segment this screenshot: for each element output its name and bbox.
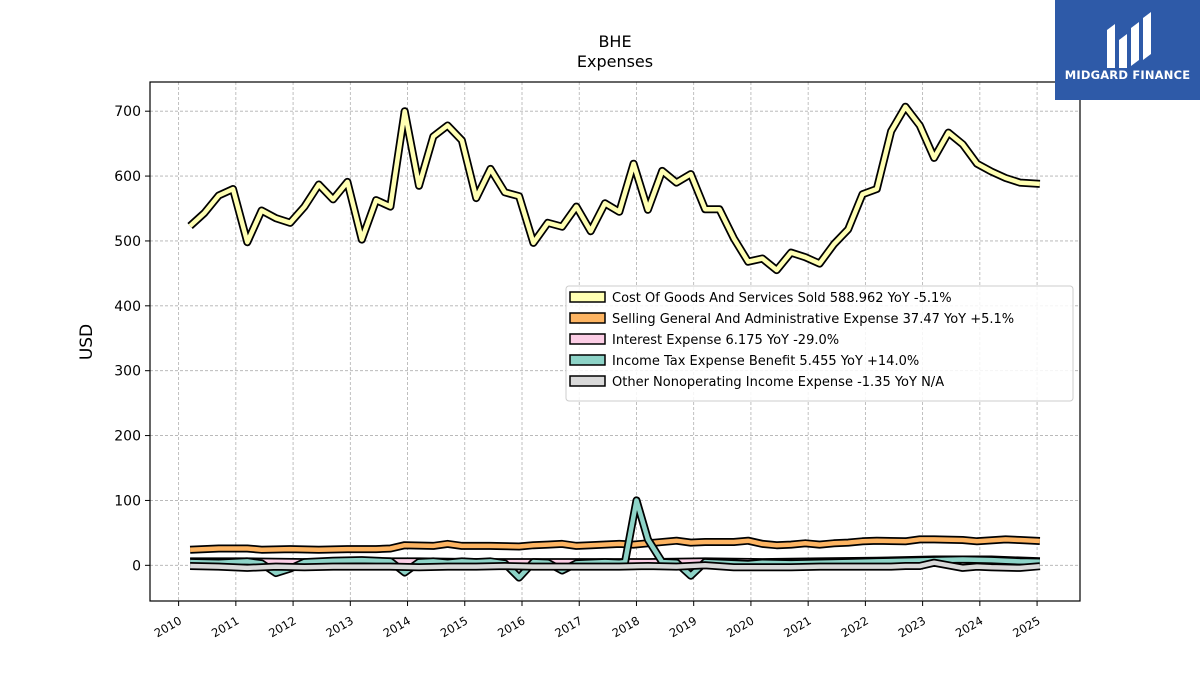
x-tick-label: 2012 [266,613,298,640]
x-tick-label: 2010 [152,613,184,640]
x-tick-label: 2014 [381,613,413,640]
series-4 [190,558,1041,572]
logo-mark-icon [1107,12,1151,68]
legend: Cost Of Goods And Services Sold 588.962 … [565,285,1074,402]
legend-swatch [569,354,606,366]
y-tick-label: 200 [114,429,141,445]
y-tick-label: 500 [114,234,141,250]
legend-item: Interest Expense 6.175 YoY -29.0% [569,333,839,348]
x-tick-label: 2025 [1010,613,1042,640]
y-tick-label: 700 [114,104,141,120]
x-tick-label: 2021 [781,613,813,640]
legend-item: Income Tax Expense Benefit 5.455 YoY +14… [569,354,919,369]
legend-swatch [569,291,606,303]
legend-item: Cost Of Goods And Services Sold 588.962 … [569,291,952,306]
series-lines [187,102,1041,582]
legend-swatch [569,375,606,387]
legend-item: Other Nonoperating Income Expense -1.35 … [569,375,944,390]
series-0 [187,102,1041,275]
y-axis-label: USD [77,324,97,360]
chart-title: BHE [598,32,631,51]
series-1 [189,535,1041,554]
x-tick-label: 2011 [209,613,241,640]
legend-label: Selling General And Administrative Expen… [612,312,1014,327]
x-tick-label: 2018 [610,613,642,640]
y-tick-label: 300 [114,364,141,380]
legend-item: Selling General And Administrative Expen… [569,312,1014,327]
x-tick-label: 2015 [438,613,470,640]
brand-logo: MIDGARD FINANCE [1055,0,1200,100]
x-tick-label: 2019 [667,613,699,640]
series-line [190,560,1041,571]
x-tick-label: 2023 [896,613,928,640]
legend-box [565,285,1074,402]
x-tick-label: 2013 [323,613,355,640]
legend-label: Cost Of Goods And Services Sold 588.962 … [612,291,952,306]
legend-swatch [569,333,606,345]
legend-swatch [569,312,606,324]
x-tick-label: 2024 [953,613,985,640]
legend-label: Other Nonoperating Income Expense -1.35 … [612,375,944,390]
y-tick-label: 400 [114,299,141,315]
legend-label: Income Tax Expense Benefit 5.455 YoY +14… [612,354,919,369]
plot-frame [149,81,1081,602]
y-tick-label: 0 [132,558,141,574]
x-tick-label: 2017 [552,613,584,640]
y-tick-label: 600 [114,169,141,185]
series-line [188,104,1041,273]
brand-name: MIDGARD FINANCE [1064,68,1191,82]
legend-label: Interest Expense 6.175 YoY -29.0% [612,333,839,348]
x-tick-label: 2016 [495,613,527,640]
chart-subtitle: Expenses [577,52,653,71]
y-tick-label: 100 [114,493,141,509]
x-tick-label: 2022 [839,613,871,640]
x-tick-label: 2020 [724,613,756,640]
